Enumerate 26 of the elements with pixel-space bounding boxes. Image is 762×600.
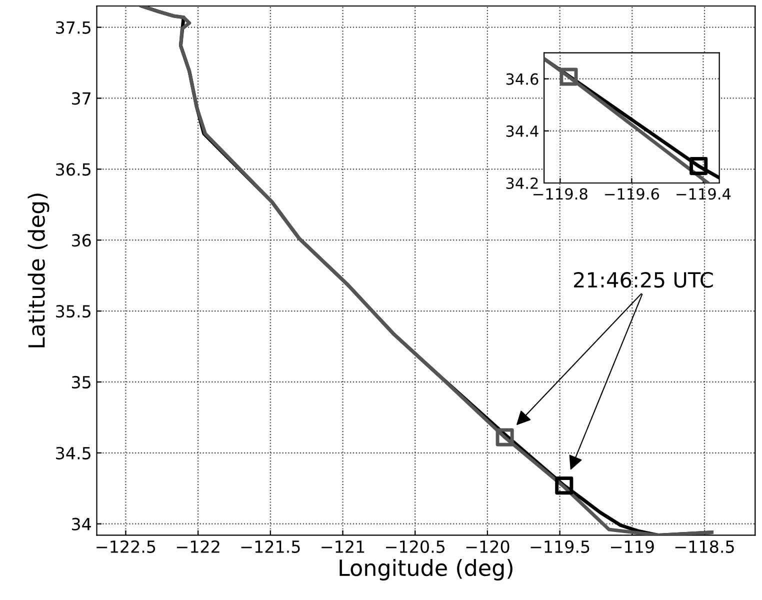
x-tick-label: −121.5 xyxy=(241,540,300,553)
x-axis-title: Longitude (deg) xyxy=(340,558,512,580)
x-tick-label: −119.8 xyxy=(534,188,588,200)
annotation: 21:46:25 UTC xyxy=(574,272,713,288)
y-tick-label: 35.5 xyxy=(56,304,90,318)
y-tick-label: 34.4 xyxy=(506,125,538,137)
y-tick-label: 36 xyxy=(72,234,91,247)
y-tick-label: 35 xyxy=(72,376,90,389)
x-tick-label: −121 xyxy=(322,540,364,553)
x-tick-label: −122.5 xyxy=(96,540,156,553)
y-tick-label: 34 xyxy=(72,518,91,530)
x-tick-label: −119.4 xyxy=(676,188,731,200)
x-tick-label: −119 xyxy=(611,540,654,553)
x-tick-label: −119.5 xyxy=(530,540,590,553)
y-axis-title: Latitude (deg) xyxy=(28,194,50,348)
y-tick-label: 37 xyxy=(72,92,90,105)
y-tick-label: 36.5 xyxy=(56,163,90,176)
y-tick-label: 34.2 xyxy=(506,177,538,190)
x-tick-label: −120.5 xyxy=(386,540,444,553)
x-tick-label: −122 xyxy=(176,540,220,553)
y-tick-label: 34.6 xyxy=(506,73,538,85)
x-tick-label: −120 xyxy=(466,540,510,553)
x-tick-label: −119.6 xyxy=(605,188,660,200)
x-tick-label: −118.5 xyxy=(675,540,734,553)
y-tick-label: 34.5 xyxy=(56,446,90,460)
y-tick-label: 37.5 xyxy=(56,21,90,34)
